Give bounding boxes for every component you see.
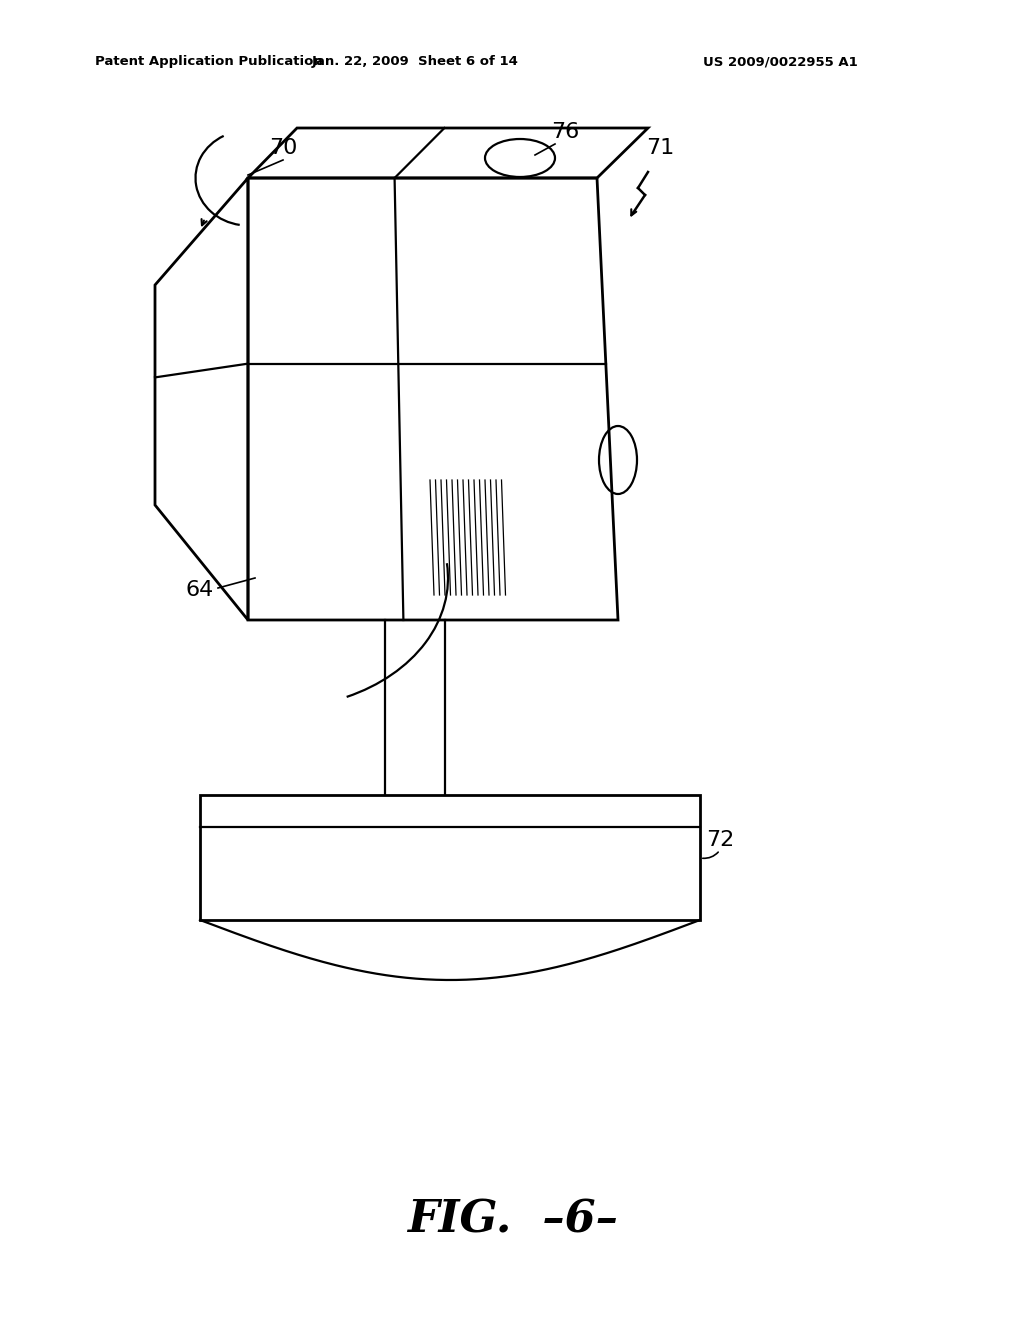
Text: Jan. 22, 2009  Sheet 6 of 14: Jan. 22, 2009 Sheet 6 of 14: [311, 55, 518, 69]
Text: 72: 72: [706, 830, 734, 850]
Text: 71: 71: [646, 139, 674, 158]
Text: US 2009/0022955 A1: US 2009/0022955 A1: [702, 55, 857, 69]
Text: 76: 76: [551, 121, 580, 143]
Text: 64: 64: [186, 579, 214, 601]
Text: Patent Application Publication: Patent Application Publication: [95, 55, 323, 69]
Text: FIG.  –6–: FIG. –6–: [407, 1199, 617, 1242]
Text: 70: 70: [269, 139, 297, 158]
